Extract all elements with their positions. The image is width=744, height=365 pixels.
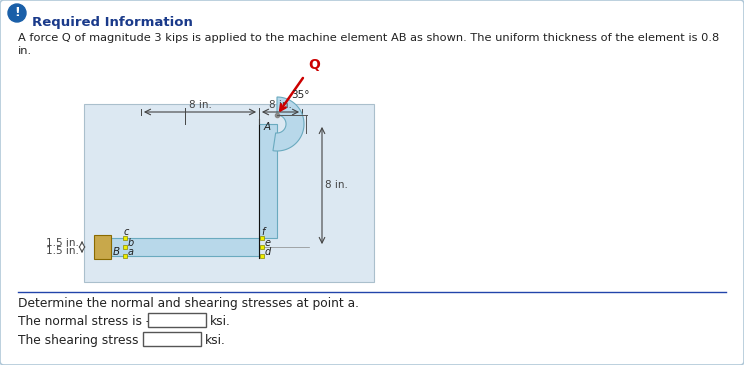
Bar <box>259 124 277 238</box>
Text: 8 in.: 8 in. <box>325 181 348 191</box>
Text: in.: in. <box>18 46 32 56</box>
Text: Determine the normal and shearing stresses at point a.: Determine the normal and shearing stress… <box>18 297 359 310</box>
Text: 8 in.: 8 in. <box>188 100 211 110</box>
Text: The normal stress is –: The normal stress is – <box>18 315 156 328</box>
Text: 8 in.: 8 in. <box>269 100 292 110</box>
Bar <box>148 313 206 327</box>
Text: !: ! <box>14 7 20 19</box>
Text: 35°: 35° <box>291 90 310 100</box>
Bar <box>260 254 264 258</box>
Text: ksi.: ksi. <box>210 315 231 328</box>
Text: A: A <box>263 122 271 132</box>
Text: Q: Q <box>309 58 321 72</box>
Bar <box>94 235 111 259</box>
Text: B: B <box>113 247 120 257</box>
Text: 1.5 in.: 1.5 in. <box>46 246 79 257</box>
Text: e: e <box>265 238 271 248</box>
Text: A force Q of magnitude 3 kips is applied to the machine element AB as shown. The: A force Q of magnitude 3 kips is applied… <box>18 33 719 43</box>
Bar <box>123 254 127 258</box>
Text: b: b <box>128 238 134 248</box>
Bar <box>143 332 201 346</box>
Circle shape <box>8 4 26 22</box>
Bar <box>123 236 127 240</box>
Text: 1.5 in.: 1.5 in. <box>46 238 79 247</box>
Polygon shape <box>273 97 304 151</box>
Bar <box>260 236 264 240</box>
Text: d: d <box>265 247 272 257</box>
Text: f: f <box>261 227 264 237</box>
Text: a: a <box>128 247 134 257</box>
Bar <box>84 104 374 282</box>
Text: c: c <box>124 227 129 237</box>
Bar <box>260 245 264 249</box>
Text: Required Information: Required Information <box>32 16 193 29</box>
Text: ksi.: ksi. <box>205 334 226 347</box>
Text: The shearing stress is: The shearing stress is <box>18 334 156 347</box>
Bar <box>123 245 127 249</box>
Bar <box>111 238 259 256</box>
